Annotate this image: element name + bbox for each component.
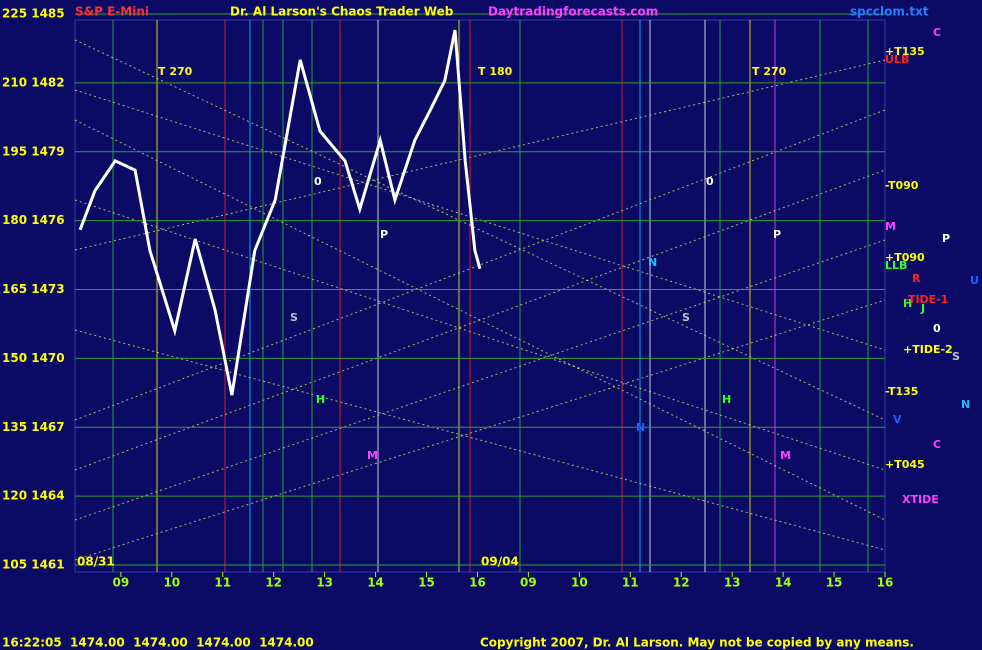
- diagonal-line: [74, 59, 886, 251]
- symbol: S&P E-Mini: [75, 5, 149, 19]
- annotation: N: [636, 421, 645, 434]
- x-tick-label: 09: [520, 576, 537, 590]
- right-label: H: [903, 297, 912, 310]
- x-tick-label: 11: [214, 576, 231, 590]
- right-label: S: [952, 350, 960, 363]
- annotation: P: [380, 228, 388, 241]
- y-tick-label: 225 1485: [2, 7, 65, 21]
- right-label: -T090: [885, 179, 919, 192]
- status: 16:22:05 1474.00 1474.00 1474.00 1474.00: [2, 636, 314, 650]
- chart-title: Dr. Al Larson's Chaos Trader Web: [230, 5, 454, 19]
- right-label: XTIDE: [902, 493, 939, 506]
- right-label: +T135: [885, 45, 925, 58]
- right-label: N: [961, 398, 970, 411]
- diagonal-line: [74, 299, 886, 561]
- x-tick-label: 11: [622, 576, 639, 590]
- right-label: U: [970, 274, 979, 287]
- y-tick-label: 135 1467: [2, 420, 65, 434]
- right-label: ULB: [885, 53, 909, 66]
- x-tick-label: 13: [316, 576, 333, 590]
- annotation: 0: [706, 175, 714, 188]
- date-label: 08/31: [77, 555, 115, 569]
- site: Daytradingforecasts.com: [488, 5, 658, 19]
- x-tick-label: 14: [775, 576, 792, 590]
- annotation: 0: [314, 175, 322, 188]
- x-tick-label: 16: [469, 576, 486, 590]
- x-tick-label: 16: [877, 576, 894, 590]
- y-tick-label: 165 1473: [2, 282, 65, 296]
- right-label: R: [912, 272, 921, 285]
- x-tick-label: 12: [265, 576, 282, 590]
- annotation: P: [773, 228, 781, 241]
- right-label: P: [942, 232, 950, 245]
- right-label: +T045: [885, 458, 925, 471]
- annotation: H: [722, 393, 731, 406]
- diagonal-line: [74, 199, 886, 471]
- right-label: +TIDE-2: [903, 343, 953, 356]
- annotation: T 180: [478, 65, 513, 78]
- right-label: -TIDE-1: [905, 293, 948, 306]
- x-tick-label: 09: [112, 576, 129, 590]
- copyright: Copyright 2007, Dr. Al Larson. May not b…: [480, 636, 914, 650]
- diagonal-line: [74, 89, 886, 351]
- right-label: V: [893, 413, 902, 426]
- annotation: M: [367, 449, 378, 462]
- plot-area: [74, 19, 886, 573]
- annotation: N: [648, 256, 657, 269]
- right-label: C: [933, 26, 941, 39]
- marks: [78, 29, 482, 396]
- x-tick-label: 10: [163, 576, 180, 590]
- y-tick-label: 210 1482: [2, 75, 65, 89]
- x-tick-label: 15: [418, 576, 435, 590]
- annotation: H: [316, 393, 325, 406]
- right-label: M: [885, 220, 896, 233]
- annotation: T 270: [158, 65, 193, 78]
- x-tick-label: 15: [826, 576, 843, 590]
- y-tick-label: 105 1461: [2, 558, 65, 572]
- x-tick-label: 12: [673, 576, 690, 590]
- right-label: LLB: [885, 259, 907, 272]
- date-label: 09/04: [481, 555, 519, 569]
- y-tick-label: 180 1476: [2, 213, 65, 227]
- y-tick-label: 150 1470: [2, 351, 65, 365]
- annotation: T 270: [752, 65, 787, 78]
- annotation: M: [780, 449, 791, 462]
- y-tick-label: 195 1479: [2, 144, 65, 158]
- file-name: spcclom.txt: [850, 5, 929, 19]
- annotation: S: [290, 311, 298, 324]
- right-label: 0: [933, 322, 941, 335]
- price-line: [78, 29, 482, 396]
- time-lines: [74, 20, 886, 572]
- x-tick-label: 14: [367, 576, 384, 590]
- right-label: C: [933, 438, 941, 451]
- x-tick-label: 10: [571, 576, 588, 590]
- y-tick-label: 120 1464: [2, 489, 65, 503]
- right-label: +T090: [885, 251, 925, 264]
- right-label: J: [920, 302, 925, 315]
- x-tick-label: 13: [724, 576, 741, 590]
- diagonal-line: [74, 39, 886, 421]
- right-label: -T135: [885, 385, 918, 398]
- diagonal-line: [74, 169, 886, 471]
- annotation: S: [682, 311, 690, 324]
